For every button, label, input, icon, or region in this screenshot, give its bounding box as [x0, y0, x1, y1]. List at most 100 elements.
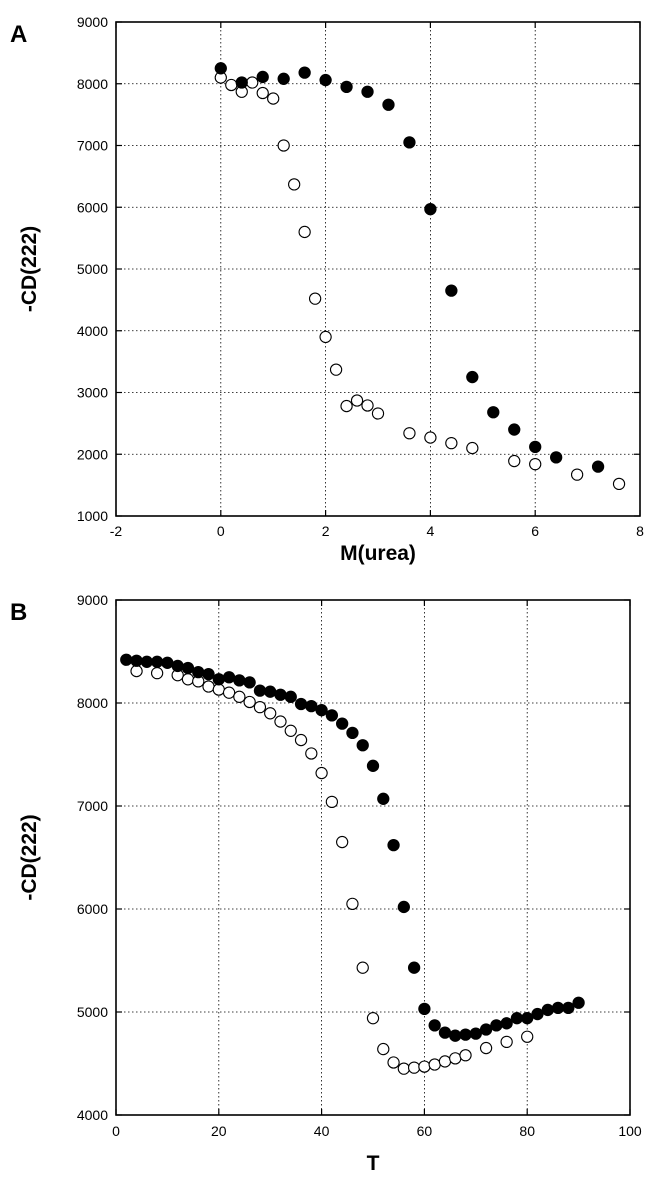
data-point-filled — [356, 739, 369, 752]
data-point-filled — [459, 1028, 472, 1041]
data-point-filled — [202, 668, 215, 681]
data-point-filled — [377, 792, 390, 805]
data-point-open — [225, 78, 238, 92]
data-point-open — [264, 707, 277, 720]
data-point-open — [325, 795, 339, 809]
data-point-open — [377, 1042, 390, 1056]
data-point-filled — [340, 80, 353, 93]
data-point-filled — [487, 406, 500, 419]
data-point-open — [387, 1056, 400, 1069]
data-point-open — [319, 330, 332, 344]
data-point-filled — [336, 717, 349, 730]
data-point-open — [253, 700, 267, 714]
data-point-open — [233, 690, 246, 703]
y-tick-label: 3000 — [77, 385, 108, 401]
data-point-open — [305, 747, 318, 760]
data-point-filled — [438, 1026, 452, 1039]
data-point-filled — [315, 704, 328, 717]
data-point-filled — [130, 654, 143, 667]
data-point-open — [267, 92, 280, 105]
y-tick-label: 8000 — [77, 76, 108, 92]
data-point-filled — [222, 671, 236, 684]
y-tick-label: 9000 — [77, 592, 108, 608]
x-tick-label: -2 — [110, 523, 123, 539]
data-point-filled — [531, 1007, 544, 1021]
data-point-filled — [387, 838, 400, 852]
data-point-filled — [428, 1019, 441, 1032]
data-point-filled — [541, 1003, 554, 1017]
data-point-open — [612, 477, 626, 491]
panel-label: A — [10, 21, 27, 48]
y-tick-label: 5000 — [77, 261, 108, 277]
y-axis-title: -CD(222) — [18, 226, 41, 312]
x-tick-label: 80 — [519, 1123, 535, 1139]
data-point-filled — [120, 653, 133, 666]
x-tick-label: 4 — [427, 523, 435, 539]
data-point-open — [356, 961, 369, 974]
data-point-filled — [264, 685, 277, 698]
data-point-open — [308, 292, 322, 305]
data-point-filled — [284, 690, 297, 703]
data-point-filled — [418, 1002, 431, 1016]
data-point-filled — [490, 1019, 503, 1032]
data-point-open — [284, 724, 297, 737]
y-tick-label: 7000 — [77, 138, 108, 154]
data-point-filled — [319, 73, 332, 87]
data-point-open — [336, 835, 349, 849]
y-axis-title: -CD(222) — [18, 814, 41, 900]
data-point-filled — [346, 726, 359, 740]
data-point-open — [418, 1060, 431, 1073]
data-point-open — [212, 683, 225, 696]
y-tick-label: 7000 — [77, 798, 108, 814]
data-point-open — [424, 431, 437, 444]
data-point-open — [288, 178, 301, 191]
data-point-open — [570, 468, 584, 481]
x-axis-title: T — [367, 1152, 380, 1175]
data-point-open — [150, 666, 164, 680]
data-point-filled — [212, 673, 225, 686]
data-point-open — [371, 407, 385, 420]
data-point-open — [361, 399, 374, 412]
data-point-open — [256, 86, 269, 100]
data-point-filled — [305, 699, 318, 713]
data-point-filled — [466, 370, 479, 384]
data-point-filled — [325, 709, 339, 722]
data-point-open — [438, 1055, 452, 1068]
data-point-open — [294, 733, 308, 747]
x-tick-label: 2 — [322, 523, 330, 539]
data-point-open — [479, 1041, 493, 1055]
data-point-open — [445, 436, 458, 450]
data-point-open — [521, 1030, 534, 1043]
data-point-filled — [181, 661, 195, 675]
x-axis-title: M(urea) — [340, 542, 416, 565]
data-point-filled — [298, 66, 311, 79]
y-tick-label: 5000 — [77, 1004, 108, 1020]
data-point-filled — [550, 451, 563, 464]
data-point-filled — [140, 655, 153, 668]
data-point-filled — [150, 655, 164, 668]
data-point-filled — [500, 1017, 513, 1030]
y-tick-label: 6000 — [77, 901, 108, 917]
data-point-filled — [277, 72, 290, 85]
data-point-open — [329, 363, 343, 376]
chart-panel-a: -2 0 2 4 6 8 1000 2000 3000 4000 5000 6000 7000 8000 9… — [10, 14, 644, 565]
x-tick-label: 60 — [417, 1123, 433, 1139]
y-tick-label: 8000 — [77, 695, 108, 711]
data-point-open — [202, 680, 215, 693]
data-point-filled — [397, 900, 410, 914]
data-point-open — [366, 1012, 380, 1025]
data-point-filled — [382, 98, 395, 111]
data-point-filled — [551, 1001, 565, 1015]
data-point-filled — [235, 76, 248, 89]
x-tick-label: 8 — [636, 523, 644, 539]
x-tick-label: 0 — [112, 1123, 120, 1139]
data-point-open — [428, 1058, 441, 1071]
chart-panel-b: 0 20 40 60 80 100 4000 5000 6000 7000 8000 9000 B T -C… — [10, 592, 642, 1175]
y-tick-label: 9000 — [77, 14, 108, 30]
data-point-open — [350, 394, 364, 407]
data-point-open — [277, 139, 290, 152]
x-tick-label: 40 — [314, 1123, 330, 1139]
data-point-filled — [161, 656, 174, 669]
data-point-filled — [256, 70, 269, 84]
panel-label: B — [10, 599, 27, 626]
